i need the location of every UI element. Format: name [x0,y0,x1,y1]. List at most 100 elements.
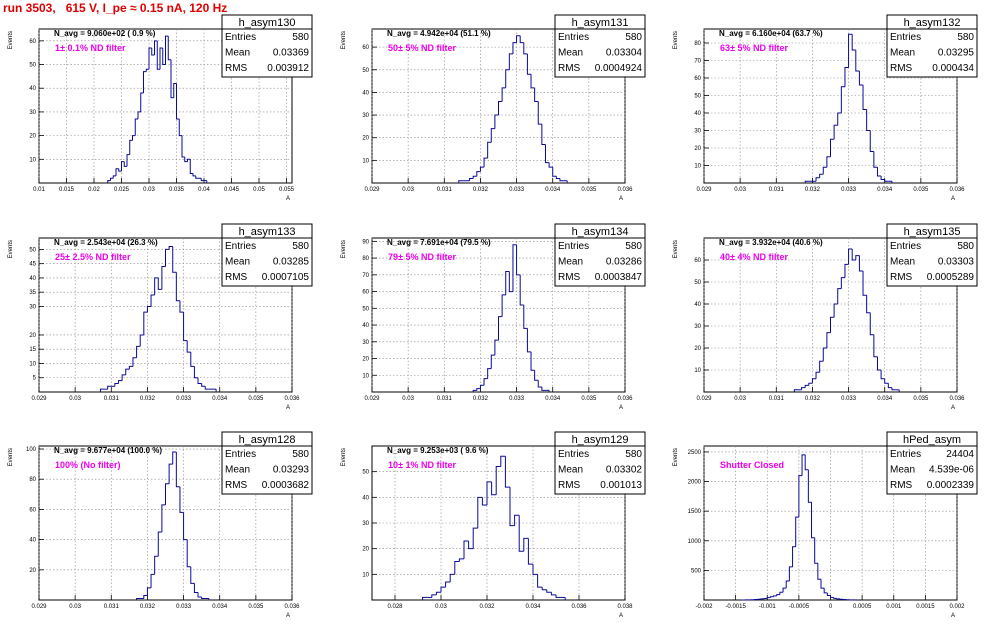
histogram-bin [831,596,834,598]
x-tick-label: 0.031 [437,187,453,193]
histogram-bin [517,245,521,275]
y-tick-label: 10 [694,368,701,374]
x-tick-label: 0.055 [279,187,295,193]
histogram-bin [190,159,193,173]
histogram-bin [482,497,487,505]
filter-label: 63± 5% ND filter [720,43,788,53]
x-tick-label: 0.032 [140,604,156,610]
y-tick-label: 90 [362,239,369,245]
x-axis-label: A [951,613,955,619]
histogram-bin [151,295,155,306]
x-tick-label: 0.03 [143,187,155,193]
x-tick-label: 0.033 [509,187,525,193]
stats-value-entries: 24404 [946,449,974,460]
x-tick-label: 0.033 [841,187,857,193]
histogram-bin [524,43,528,54]
x-axis-label: A [951,196,955,202]
x-tick-label: 0.036 [617,396,633,402]
histogram-bin [115,383,119,386]
x-tick-label: 0.015 [59,187,75,193]
histogram-bin [845,264,849,277]
histogram-bin [495,115,499,129]
stats-label-mean: Mean [890,48,915,59]
y-axis-label: Events [341,448,347,466]
x-tick-label: 0.034 [525,604,541,610]
histogram-bin [556,176,560,178]
histogram-bin [783,588,786,592]
histogram-bin [473,528,478,549]
stats-value-rms: 0.003912 [267,63,309,74]
stats-value-mean: 0.03304 [606,48,643,59]
histogram-bin [849,34,853,67]
n-avg-label: N_avg = 9.253e+03 ( 9.6 %) [387,446,489,455]
x-tick-label: 0.034 [212,396,228,402]
stats-value-entries: 580 [957,241,974,252]
histogram-bin [133,358,137,367]
histogram-bin [527,54,531,74]
histogram-bin [480,167,484,172]
histogram-bin [162,505,166,532]
histogram-bin [774,596,777,597]
x-tick-label: 0.036 [284,604,300,610]
stats-value-rms: 0.0003847 [595,272,643,283]
histogram-bin [834,597,837,598]
stats-label-rms: RMS [558,63,581,74]
y-tick-label: 20 [29,568,36,574]
histogram-bin [809,383,813,385]
stats-value-rms: 0.0004924 [595,63,643,74]
y-tick-label: 10 [362,572,369,578]
y-axis-label: Events [673,448,679,466]
stats-label-mean: Mean [225,257,250,268]
stats-label-mean: Mean [225,48,250,59]
histogram-name: h_asym131 [572,17,629,29]
histogram-bin [556,595,561,598]
y-tick-label: 50 [29,247,36,253]
x-tick-label: 0.029 [696,187,712,193]
histogram-name: h_asym128 [239,434,296,446]
stats-value-mean: 0.03303 [938,257,975,268]
stats-label-rms: RMS [890,63,913,74]
histogram-bin [501,456,506,466]
stats-label-rms: RMS [558,480,581,491]
histogram-bin [495,340,499,355]
y-tick-label: 30 [694,324,701,330]
histogram-bin [820,361,824,372]
x-tick-label: 0 [829,604,833,610]
x-tick-label: 0.034 [877,396,893,402]
histogram-bin [459,559,464,562]
histogram-bin [182,136,185,157]
filter-label: 50± 5% ND filter [388,43,456,53]
x-tick-label: 0.03 [402,396,414,402]
histogram-bin [831,317,835,332]
stats-value-entries: 580 [292,32,309,43]
histogram-bin [144,312,148,335]
x-tick-label: 0.03 [69,396,81,402]
y-tick-label: 10 [362,158,369,164]
histogram-bin [173,452,177,464]
histogram-bin [877,357,881,370]
histogram-bin [885,180,889,182]
stats-label-mean: Mean [558,257,583,268]
x-tick-label: 0.031 [769,396,785,402]
histogram-name: h_asym134 [572,226,629,238]
histogram-bin [198,378,202,384]
histogram-bin [144,72,147,93]
y-tick-label: 60 [694,76,701,82]
histogram-bin [796,517,799,547]
x-tick-label: 0.035 [169,187,185,193]
x-tick-label: 0.01 [33,187,45,193]
histogram-bin [821,579,824,588]
filter-label: Shutter Closed [720,460,784,470]
histogram-bin [130,140,133,154]
histogram-bin [799,476,802,517]
y-tick-label: 60 [694,258,701,264]
y-tick-label: 40 [362,323,369,329]
y-axis-label: Events [341,31,347,49]
histogram-bin [450,574,455,582]
y-tick-label: 20 [362,136,369,142]
x-tick-label: -0.0015 [725,604,746,610]
x-tick-label: 0.031 [104,396,120,402]
histogram-bin [538,380,542,387]
